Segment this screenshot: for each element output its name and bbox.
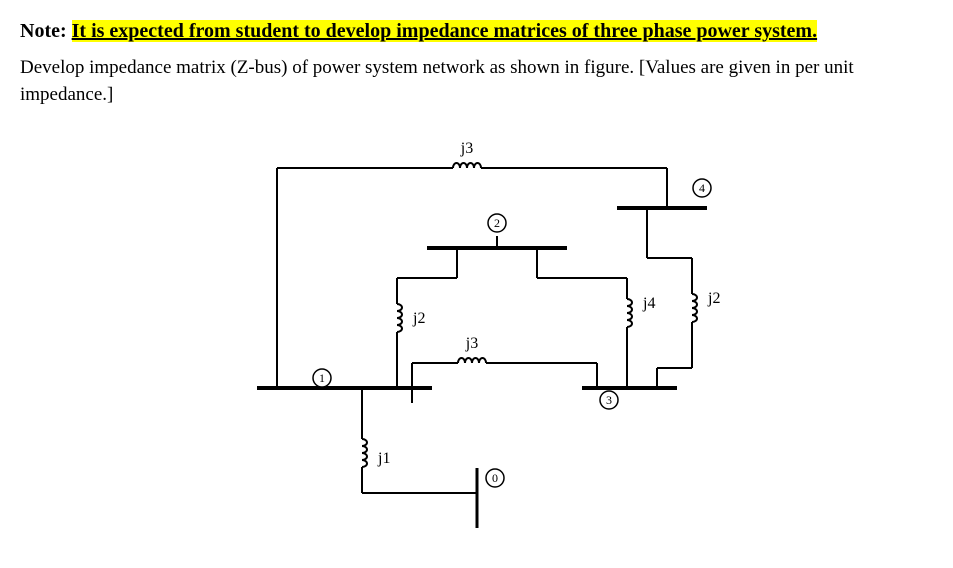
bus-0-label: 0	[492, 471, 498, 485]
bus-2: 2	[427, 214, 567, 263]
bus-4: 4	[617, 179, 711, 208]
branch-1-2: j2	[397, 263, 457, 388]
branch-1-3: j3	[412, 335, 597, 403]
bus-1-label: 1	[319, 371, 325, 385]
branch-1-0: j1	[362, 403, 477, 493]
note-highlighted: It is expected from student to develop i…	[72, 20, 817, 42]
circuit-diagram: j3 4 2 j2 j4	[20, 128, 933, 548]
note-label: Note:	[20, 20, 67, 42]
bus-2-label: 2	[494, 216, 500, 230]
branch-1-0-label: j1	[377, 450, 390, 467]
bus-3: 3	[582, 388, 677, 409]
bus-3-label: 3	[606, 393, 612, 407]
branch-3-4: j2	[647, 208, 720, 388]
note-line: Note: It is expected from student to dev…	[20, 20, 933, 43]
bus-0: 0	[477, 468, 504, 528]
bus-1: 1	[257, 369, 432, 403]
bus-4-label: 4	[699, 181, 705, 195]
problem-statement: Develop impedance matrix (Z-bus) of powe…	[20, 55, 933, 108]
branch-1-2-label: j2	[412, 310, 425, 327]
branch-top-label: j3	[459, 140, 472, 157]
branch-3-4-label: j2	[707, 290, 720, 307]
branch-1-3-label: j3	[464, 335, 477, 352]
branch-2-3-label: j4	[642, 295, 655, 312]
